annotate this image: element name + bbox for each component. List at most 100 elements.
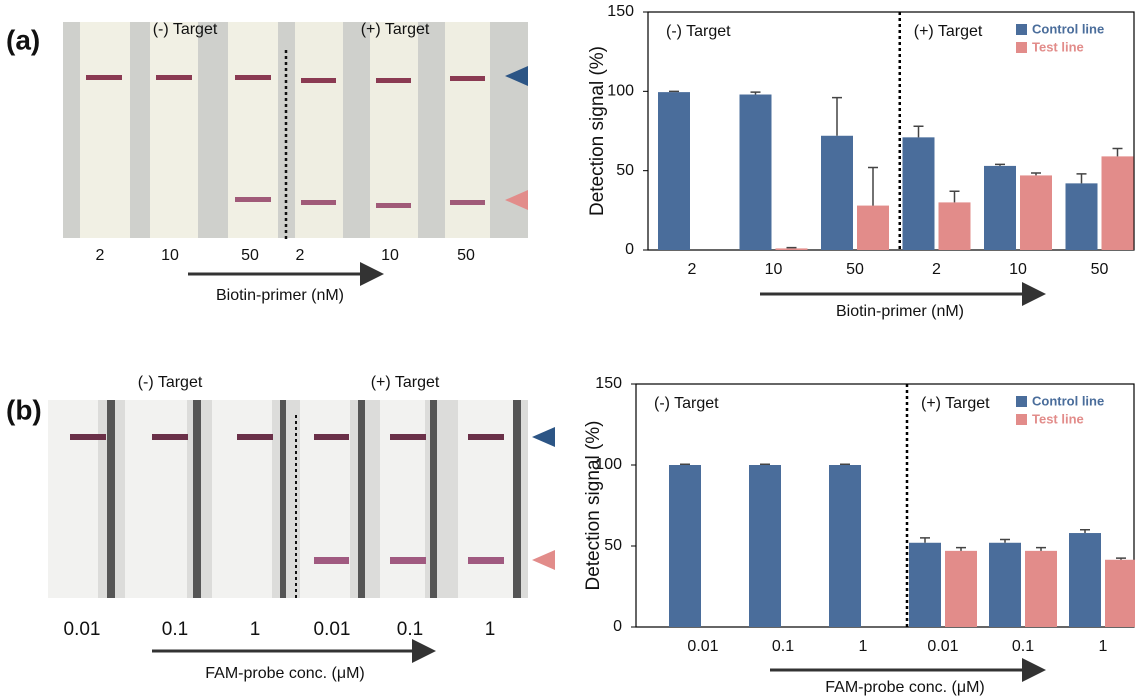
y-tick-label: 50: [604, 537, 622, 554]
lane-label: 0.1: [397, 619, 423, 640]
legend-label: Test line: [1032, 411, 1084, 426]
bar: [938, 202, 971, 250]
y-axis-title: Detection signal (%): [583, 420, 604, 590]
x-tick-label: 10: [1009, 261, 1027, 278]
legend-swatch: [1016, 396, 1027, 407]
bar: [1065, 183, 1098, 250]
error-bar: [1116, 557, 1126, 560]
lane-label: 0.01: [64, 619, 101, 640]
group-label: (+) Target: [371, 374, 440, 391]
error-bar: [1076, 173, 1087, 184]
panel-label: (b): [6, 394, 42, 425]
legend-label: Control line: [1032, 21, 1104, 36]
strip-photo: [63, 22, 528, 240]
error-bar: [956, 546, 966, 551]
group-label: (-) Target: [138, 374, 203, 391]
x-tick-label: 2: [688, 261, 697, 278]
bar: [1069, 533, 1101, 627]
bar: [984, 165, 1016, 250]
error-bar: [913, 125, 924, 138]
error-bar: [840, 463, 850, 465]
legend-label: Control line: [1032, 393, 1104, 408]
x-tick-label: 0.01: [927, 638, 958, 655]
x-tick-label: 0.1: [1012, 638, 1034, 655]
error-bar: [760, 463, 770, 465]
annotation: (+) Target: [914, 23, 983, 40]
lane-label: 1: [250, 619, 261, 640]
lane-label: 10: [381, 247, 399, 264]
bar: [1020, 175, 1052, 250]
x-tick-label: 1: [1099, 638, 1108, 655]
bar: [989, 542, 1021, 627]
panel-label: (a): [6, 24, 40, 55]
bar: [749, 465, 781, 627]
y-tick-label: 0: [613, 618, 622, 635]
bar: [909, 542, 941, 627]
error-bar: [786, 246, 797, 249]
y-tick-label: 0: [625, 241, 634, 258]
error-bar: [995, 163, 1005, 166]
bar: [1105, 559, 1135, 627]
error-bar: [1036, 546, 1046, 551]
lane-label: 0.1: [162, 619, 188, 640]
x-tick-label: 50: [846, 261, 864, 278]
group-label: (+) Target: [361, 21, 430, 38]
lane-label: 2: [96, 247, 105, 264]
bar: [658, 92, 690, 250]
x-tick-label: 1: [859, 638, 868, 655]
error-bar: [949, 190, 960, 203]
bar: [1025, 550, 1057, 627]
lane-label: 50: [457, 247, 475, 264]
legend-swatch: [1016, 24, 1027, 35]
bar: [902, 137, 935, 250]
bar: [857, 205, 889, 250]
lane-label: 0.01: [314, 619, 351, 640]
bar: [945, 550, 977, 627]
error-bar: [868, 166, 878, 206]
x-tick-label: 0.01: [687, 638, 718, 655]
y-tick-label: 50: [616, 162, 634, 179]
plot-frame: [635, 383, 1135, 628]
error-bar: [680, 463, 690, 465]
y-tick-label: 100: [595, 456, 622, 473]
lane-label: 1: [485, 619, 496, 640]
plot-frame: [647, 11, 1135, 251]
lane-label: 10: [161, 247, 179, 264]
x-tick-label: 10: [765, 261, 783, 278]
strip-photo: [48, 400, 555, 600]
error-bar: [750, 91, 761, 95]
legend-label: Test line: [1032, 39, 1084, 54]
x-tick-label: 0.1: [772, 638, 794, 655]
bar: [739, 94, 772, 250]
y-tick-label: 150: [595, 375, 622, 392]
bar: [829, 465, 861, 627]
y-tick-label: 100: [607, 83, 634, 100]
error-bar: [832, 96, 842, 136]
annotation: (-) Target: [666, 23, 731, 40]
error-bar: [1031, 172, 1041, 176]
legend-swatch: [1016, 42, 1027, 53]
lane-label: 50: [241, 247, 259, 264]
x-axis-title: FAM-probe conc. (μM): [825, 679, 984, 696]
bar: [669, 465, 701, 627]
error-bar: [1000, 538, 1010, 543]
error-bar: [920, 537, 930, 543]
error-bar: [1112, 147, 1123, 157]
annotation: (+) Target: [921, 395, 990, 412]
legend-swatch: [1016, 414, 1027, 425]
bar: [775, 248, 808, 250]
error-bar: [669, 90, 679, 93]
bar: [821, 135, 853, 250]
lane-label: 2: [296, 247, 305, 264]
y-tick-label: 150: [607, 3, 634, 20]
x-tick-label: 2: [932, 261, 941, 278]
bar: [1101, 156, 1134, 250]
group-label: (-) Target: [153, 21, 218, 38]
axis-label: Biotin-primer (nM): [216, 287, 344, 304]
y-axis-title: Detection signal (%): [587, 46, 608, 216]
x-axis-title: Biotin-primer (nM): [836, 303, 964, 320]
error-bar: [1080, 529, 1090, 534]
axis-label: FAM-probe conc. (μM): [205, 665, 364, 682]
